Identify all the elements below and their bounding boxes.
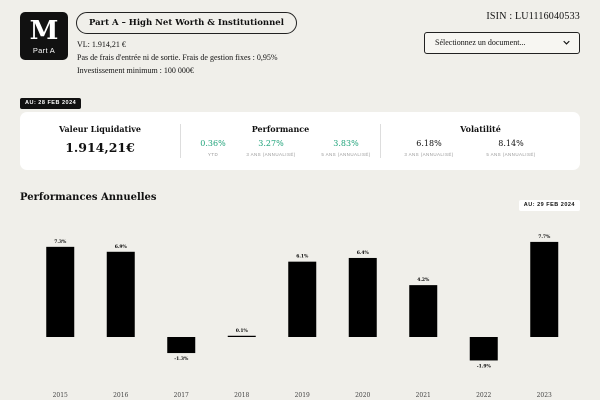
vol-3y: 6.18% 3 ANS (ANNUALISÉ)	[399, 139, 459, 157]
performance-title: Performance	[251, 124, 310, 134]
perf-ytd-label: YTD	[207, 152, 219, 157]
bar-2021	[409, 285, 438, 337]
x-tick-label-2016: 2016	[113, 392, 128, 399]
perf-ytd: 0.36% YTD	[183, 139, 243, 157]
bar-value-label-2020: 6.4%	[357, 250, 370, 256]
perf-5y-value: 3.83%	[333, 139, 359, 148]
bar-value-label-2018: 0.1%	[236, 328, 249, 334]
perf-3y: 3.27% 3 ANS (ANNUALISÉ)	[241, 139, 301, 157]
x-tick-label-2015: 2015	[53, 392, 68, 399]
vol-3y-value: 6.18%	[416, 139, 442, 148]
perf-3y-value: 3.27%	[258, 139, 284, 148]
perf-3y-label: 3 ANS (ANNUALISÉ)	[246, 152, 296, 157]
summary-date-badge: AU: 28 FEB 2024	[20, 98, 82, 109]
isin-code: ISIN : LU1116040533	[486, 11, 580, 22]
bar-2017	[167, 337, 196, 354]
annual-date-badge: AU: 29 FEB 2024	[518, 200, 580, 211]
annual-performance-chart: 7.3% 2015 6.9% 2016 -1.3% 2017 0.1% 2018 6.1% 201…	[46, 234, 559, 399]
vol-5y-value: 8.14%	[498, 139, 524, 148]
fund-facts: VL: 1.914,21 € Pas de frais d'entrée ni …	[77, 38, 278, 77]
min-invest-line: Investissement minimum : 100 000€	[77, 66, 194, 75]
vol-5y: 8.14% 5 ANS (ANNUALISÉ)	[481, 139, 541, 157]
annual-performance-title: Performances Annuelles	[20, 192, 157, 203]
nav-line: VL: 1.914,21 €	[77, 40, 126, 49]
volatility-section: Volatilité 6.18% 3 ANS (ANNUALISÉ) 8.14%…	[380, 124, 580, 158]
bar-2020	[348, 257, 377, 337]
bar-2023	[530, 241, 559, 337]
summary-card: Valeur Liquidative 1.914,21€ Performance…	[20, 112, 580, 170]
vol-3y-label: 3 ANS (ANNUALISÉ)	[404, 152, 454, 157]
bar-2018	[227, 335, 256, 337]
document-select[interactable]: Sélectionnez un document...	[424, 32, 580, 54]
bar-2022	[469, 337, 498, 361]
x-tick-label-2018: 2018	[234, 392, 249, 399]
x-tick-label-2021: 2021	[416, 392, 431, 399]
bar-value-label-2015: 7.3%	[54, 239, 67, 245]
logo-sub-label: Part A	[32, 46, 56, 55]
vol-5y-label: 5 ANS (ANNUALISÉ)	[486, 152, 536, 157]
perf-5y: 3.83% 5 ANS (ANNUALISÉ)	[316, 139, 376, 157]
bar-value-label-2022: -1.9%	[477, 363, 492, 369]
volatility-title: Volatilité	[460, 124, 501, 134]
perf-5y-label: 5 ANS (ANNUALISÉ)	[321, 152, 371, 157]
performance-section: Performance 0.36% YTD 3.27% 3 ANS (ANNUA…	[180, 124, 380, 158]
x-tick-label-2023: 2023	[537, 392, 552, 399]
bar-2015	[46, 246, 75, 337]
bar-value-label-2017: -1.3%	[174, 356, 189, 362]
x-tick-label-2019: 2019	[295, 392, 310, 399]
x-tick-label-2020: 2020	[355, 392, 370, 399]
bar-2019	[288, 261, 317, 337]
bar-value-label-2019: 6.1%	[296, 254, 309, 260]
logo-mark: M	[29, 16, 59, 46]
fees-line: Pas de frais d'entrée ni de sortie. Frai…	[77, 53, 278, 62]
share-class-pill[interactable]: Part A – High Net Worth & Institutionnel	[76, 12, 297, 34]
bar-2016	[106, 251, 135, 337]
nav-value: 1.914,21€	[65, 140, 135, 155]
nav-section: Valeur Liquidative 1.914,21€	[20, 112, 180, 170]
chevron-down-icon	[563, 40, 570, 45]
nav-title: Valeur Liquidative	[59, 124, 141, 134]
x-tick-label-2017: 2017	[174, 392, 189, 399]
x-tick-label-2022: 2022	[476, 392, 491, 399]
bar-value-label-2021: 4.2%	[417, 277, 430, 283]
bar-value-label-2016: 6.9%	[115, 244, 128, 250]
bar-value-label-2023: 7.7%	[538, 234, 551, 240]
fund-logo: M Part A	[20, 12, 68, 60]
perf-ytd-value: 0.36%	[200, 139, 226, 148]
document-select-placeholder: Sélectionnez un document...	[435, 38, 526, 47]
